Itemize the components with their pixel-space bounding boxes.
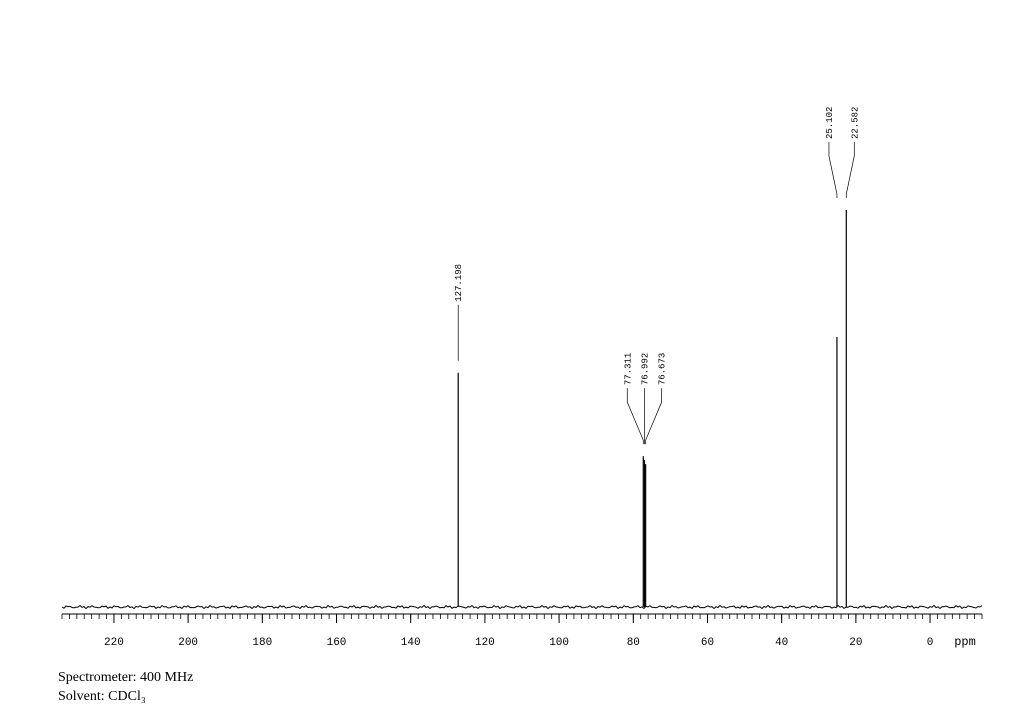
x-tick-label: 100 (549, 637, 569, 649)
x-tick-label: 60 (701, 637, 714, 649)
label-leader (645, 388, 662, 445)
x-tick-label: 120 (475, 637, 495, 649)
peak-label: 127.198 (454, 264, 464, 302)
peak-label: 76.992 (640, 353, 650, 385)
label-leader (828, 142, 838, 198)
x-tick-label: 40 (775, 637, 788, 649)
x-tick-label: 140 (401, 637, 421, 649)
peak-label: 22.582 (850, 107, 860, 139)
x-tick-label: 180 (252, 637, 272, 649)
x-tick-label: 0 (927, 637, 934, 649)
x-tick-label: 200 (178, 637, 198, 649)
peak-label: 25.102 (825, 107, 835, 139)
note: Solvent: CDCl₃ (58, 689, 146, 704)
peak-label: 77.311 (623, 353, 633, 385)
baseline (61, 604, 983, 610)
x-tick-label: 220 (104, 637, 124, 649)
x-tick-label: 20 (849, 637, 862, 649)
x-tick-label: 80 (627, 637, 640, 649)
peak-label: 76.673 (658, 353, 668, 385)
x-axis-label: ppm (954, 635, 976, 649)
x-tick-label: 160 (327, 637, 347, 649)
label-leader (626, 388, 644, 445)
note: Spectrometer: 400 MHz (58, 670, 194, 685)
label-leader (845, 142, 855, 198)
